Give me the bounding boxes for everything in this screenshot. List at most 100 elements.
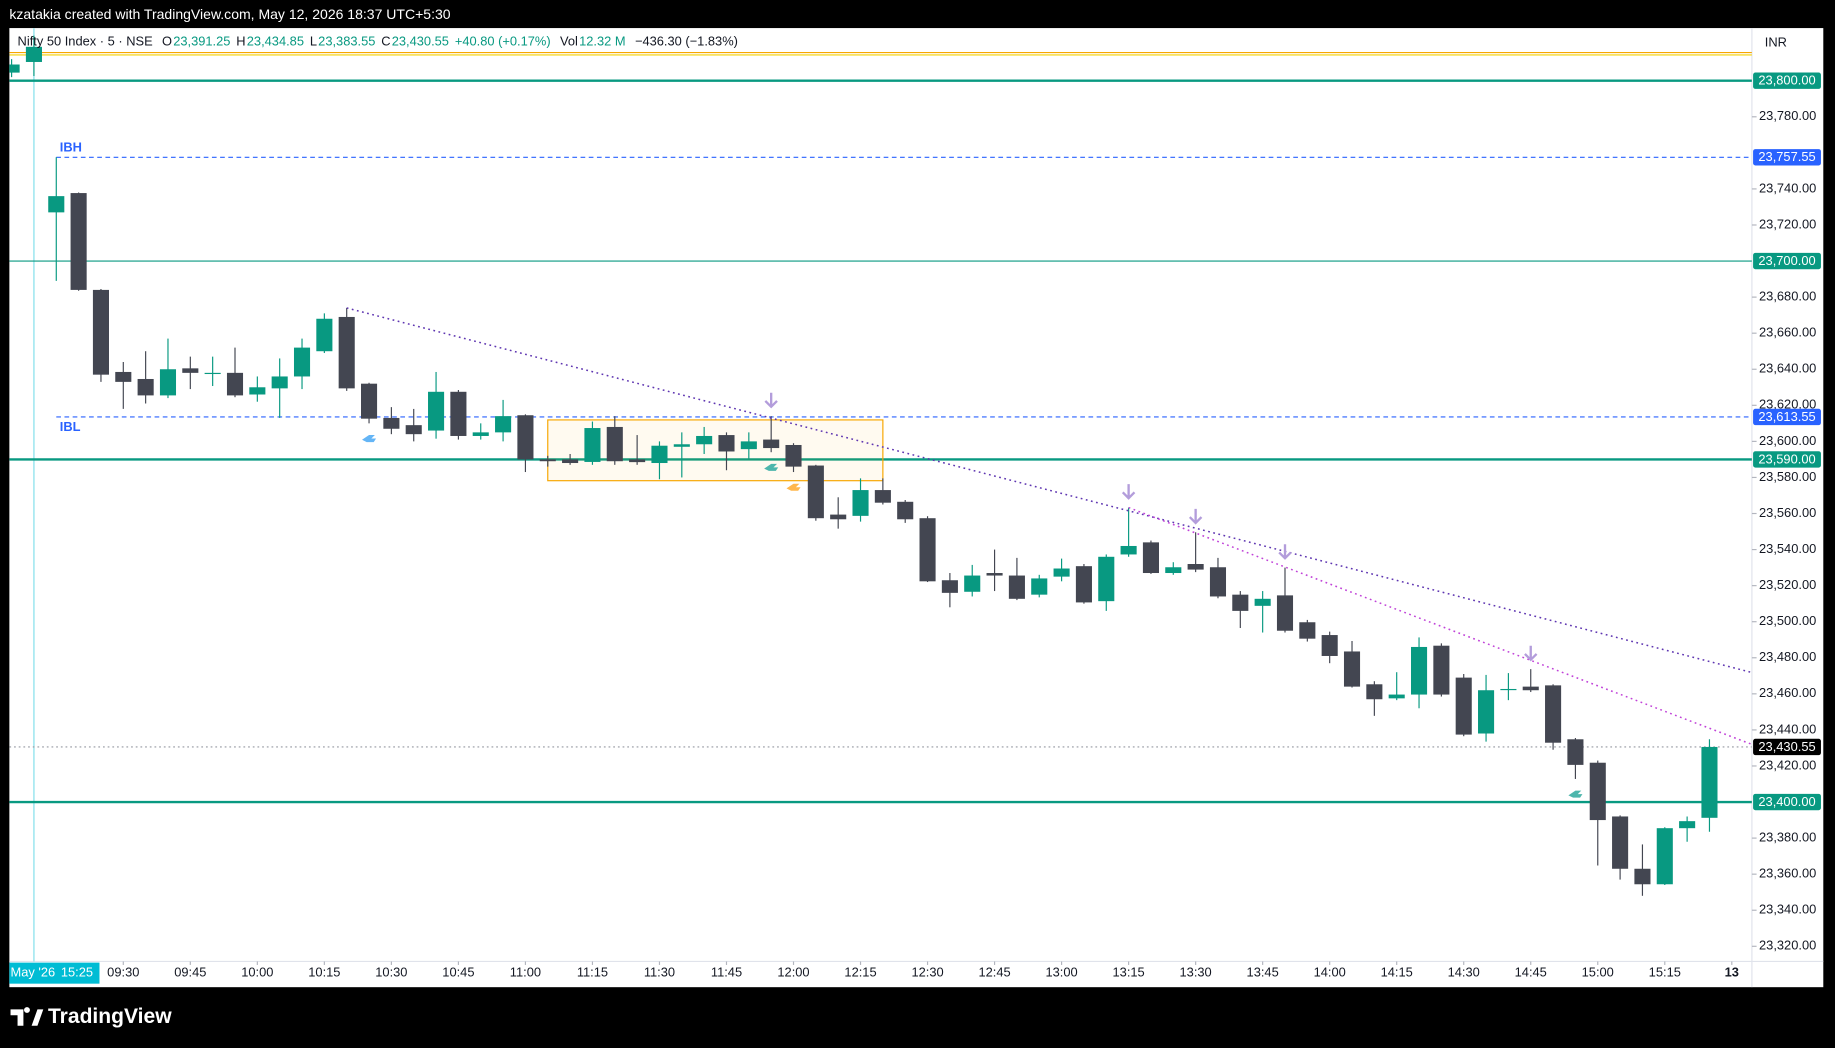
candle-body	[651, 445, 668, 464]
price-badge-label: 23,800.00	[1758, 73, 1815, 88]
candle-body	[785, 444, 802, 467]
candle-body	[1321, 635, 1338, 656]
candle-body	[92, 289, 110, 375]
chart-panel	[9, 28, 1824, 988]
legend-value: 23,391.25	[173, 34, 230, 49]
price-badge-label: 23,613.55	[1758, 409, 1815, 424]
candle-body	[1478, 690, 1495, 734]
candle-body	[964, 575, 981, 592]
legend-value: 23,434.85	[247, 34, 304, 49]
candle-body	[1276, 595, 1294, 631]
candle-body	[405, 425, 422, 435]
x-tick-label: 13	[1725, 965, 1739, 980]
y-tick-label: 23,740.00	[1759, 180, 1816, 195]
candle-body	[472, 432, 489, 436]
candle-body	[1075, 566, 1092, 603]
candle-body	[1008, 575, 1025, 599]
legend-key: H	[236, 34, 245, 49]
brand: TradingView	[48, 1005, 172, 1028]
y-tick-label: 23,620.00	[1759, 397, 1816, 412]
price-badge-label: 23,400.00	[1758, 794, 1815, 809]
candle-body	[249, 387, 266, 395]
crosshair-label-bg	[9, 962, 100, 984]
candle-body	[1209, 567, 1227, 597]
x-tick-label: 13:30	[1180, 965, 1212, 980]
candle-body	[1589, 762, 1606, 821]
price-badge	[1753, 451, 1821, 468]
candle-body	[562, 459, 579, 464]
signal-hand	[764, 463, 779, 471]
candle-body	[137, 378, 154, 396]
x-tick-label: 09:30	[107, 965, 139, 980]
x-tick-label: 15:15	[1649, 965, 1681, 980]
x-tick-label: 09:45	[174, 965, 206, 980]
candle-body	[1433, 645, 1450, 695]
watermark: kzatakia created with TradingView.com, M…	[9, 6, 450, 22]
x-tick-label: 13:45	[1247, 965, 1279, 980]
y-tick-label: 23,480.00	[1759, 649, 1816, 664]
candle-body	[48, 196, 65, 213]
candle-body	[1522, 686, 1539, 691]
x-tick-label: 11:45	[711, 965, 742, 980]
x-tick-label: 10:00	[241, 965, 273, 980]
level-name: IBL	[60, 419, 81, 434]
legend-key: C	[381, 34, 390, 49]
crosshair-time: 15:25	[61, 965, 93, 980]
y-tick-label: 23,660.00	[1759, 325, 1816, 340]
x-tick-label: 15:00	[1582, 965, 1614, 980]
candle-body	[807, 465, 824, 519]
x-tick-label: 13:00	[1045, 965, 1077, 980]
candle-body	[763, 439, 780, 449]
candle-body	[271, 376, 288, 389]
level-name: IBH	[60, 139, 82, 154]
candle-body	[941, 580, 958, 593]
range-box	[547, 419, 884, 482]
signal-arrow	[764, 392, 778, 409]
y-tick-label: 23,440.00	[1759, 721, 1816, 736]
signal-hand	[786, 483, 801, 491]
candle-body	[1410, 646, 1428, 695]
candle-body	[852, 490, 869, 516]
candle-body	[1679, 821, 1696, 829]
logo-icon	[10, 1007, 44, 1026]
candle-body	[517, 415, 534, 460]
legend-symbol: Nifty 50 Index · 5 · NSE	[18, 34, 154, 49]
signal-arrow	[1121, 484, 1136, 500]
legend-change: +40.80 (+0.17%)	[455, 34, 551, 49]
trendline	[346, 307, 1752, 674]
signal-hand	[362, 435, 377, 443]
legend-key: L	[310, 34, 317, 49]
currency: INR	[1765, 35, 1787, 50]
candle-body	[1120, 545, 1137, 555]
x-tick-label: 14:00	[1314, 965, 1346, 980]
candle-body	[1701, 746, 1718, 818]
candle-body	[1031, 578, 1048, 595]
x-tick-label: 14:30	[1448, 965, 1480, 980]
candle-body	[584, 428, 601, 462]
candle-body	[1545, 685, 1562, 743]
x-tick-label: 12:45	[978, 965, 1010, 980]
y-tick-label: 23,580.00	[1759, 469, 1816, 484]
price-badge-label: 23,700.00	[1758, 253, 1815, 268]
y-tick-label: 23,460.00	[1759, 685, 1816, 700]
candle-body	[830, 514, 847, 520]
y-tick-label: 23,340.00	[1759, 902, 1816, 917]
candle-body	[115, 371, 132, 382]
x-tick-label: 11:00	[510, 965, 541, 980]
candle-body	[1142, 542, 1159, 574]
signal-hand	[1568, 790, 1583, 798]
x-tick-label: 11:30	[644, 965, 675, 980]
signal-arrow	[1524, 645, 1538, 662]
signal-arrow	[1278, 544, 1292, 560]
legend-key: O	[162, 34, 172, 49]
legend-value: 23,383.55	[318, 34, 375, 49]
overlay: 23,320.00 23,340.00 23,360.00 23,380.00 23,4…	[9, 34, 1821, 984]
candle-body	[226, 372, 244, 396]
y-tick-label: 23,360.00	[1759, 866, 1816, 881]
legend-vol-change: −436.30 (−1.83%)	[635, 34, 738, 49]
price-badge	[1753, 149, 1821, 166]
y-tick-label: 23,320.00	[1759, 938, 1816, 953]
y-tick-label: 23,640.00	[1759, 361, 1816, 376]
candle-body	[1232, 594, 1249, 611]
